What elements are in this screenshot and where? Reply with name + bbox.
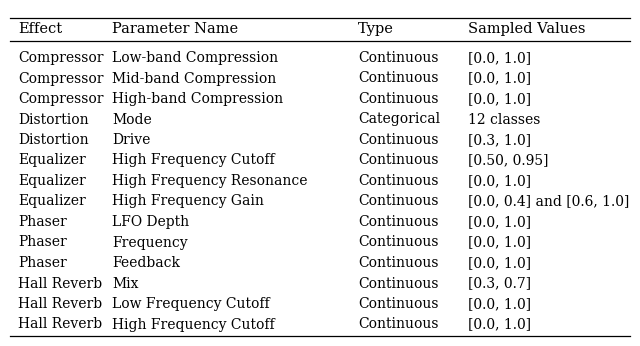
Text: Equalizer: Equalizer [18, 154, 86, 167]
Text: Sampled Values: Sampled Values [468, 22, 586, 36]
Text: Continuous: Continuous [358, 174, 438, 188]
Text: Low Frequency Cutoff: Low Frequency Cutoff [112, 297, 269, 311]
Text: Compressor: Compressor [18, 72, 104, 85]
Text: Mid-band Compression: Mid-band Compression [112, 72, 276, 85]
Text: LFO Depth: LFO Depth [112, 215, 189, 229]
Text: Continuous: Continuous [358, 51, 438, 65]
Text: Hall Reverb: Hall Reverb [18, 297, 102, 311]
Text: Phaser: Phaser [18, 256, 67, 270]
Text: Drive: Drive [112, 133, 150, 147]
Text: High Frequency Cutoff: High Frequency Cutoff [112, 154, 275, 167]
Text: Distortion: Distortion [18, 133, 88, 147]
Text: Mode: Mode [112, 112, 152, 127]
Text: Frequency: Frequency [112, 236, 188, 249]
Text: Equalizer: Equalizer [18, 194, 86, 209]
Text: Continuous: Continuous [358, 72, 438, 85]
Text: High Frequency Cutoff: High Frequency Cutoff [112, 318, 275, 331]
Text: [0.0, 1.0]: [0.0, 1.0] [468, 51, 531, 65]
Text: Continuous: Continuous [358, 215, 438, 229]
Text: Hall Reverb: Hall Reverb [18, 276, 102, 291]
Text: Continuous: Continuous [358, 256, 438, 270]
Text: Compressor: Compressor [18, 92, 104, 106]
Text: Hall Reverb: Hall Reverb [18, 318, 102, 331]
Text: High-band Compression: High-band Compression [112, 92, 283, 106]
Text: [0.0, 1.0]: [0.0, 1.0] [468, 256, 531, 270]
Text: [0.0, 1.0]: [0.0, 1.0] [468, 297, 531, 311]
Text: High Frequency Gain: High Frequency Gain [112, 194, 264, 209]
Text: [0.0, 1.0]: [0.0, 1.0] [468, 318, 531, 331]
Text: Continuous: Continuous [358, 276, 438, 291]
Text: Continuous: Continuous [358, 194, 438, 209]
Text: [0.0, 1.0]: [0.0, 1.0] [468, 174, 531, 188]
Text: Phaser: Phaser [18, 236, 67, 249]
Text: Mix: Mix [112, 276, 138, 291]
Text: Equalizer: Equalizer [18, 174, 86, 188]
Text: Categorical: Categorical [358, 112, 440, 127]
Text: Feedback: Feedback [112, 256, 180, 270]
Text: [0.3, 1.0]: [0.3, 1.0] [468, 133, 531, 147]
Text: High Frequency Resonance: High Frequency Resonance [112, 174, 307, 188]
Text: 12 classes: 12 classes [468, 112, 540, 127]
Text: [0.50, 0.95]: [0.50, 0.95] [468, 154, 548, 167]
Text: Type: Type [358, 22, 394, 36]
Text: Compressor: Compressor [18, 51, 104, 65]
Text: [0.0, 1.0]: [0.0, 1.0] [468, 215, 531, 229]
Text: [0.0, 1.0]: [0.0, 1.0] [468, 236, 531, 249]
Text: Low-band Compression: Low-band Compression [112, 51, 278, 65]
Text: Continuous: Continuous [358, 318, 438, 331]
Text: Distortion: Distortion [18, 112, 88, 127]
Text: Continuous: Continuous [358, 154, 438, 167]
Text: Continuous: Continuous [358, 236, 438, 249]
Text: [0.3, 0.7]: [0.3, 0.7] [468, 276, 531, 291]
Text: [0.0, 1.0]: [0.0, 1.0] [468, 92, 531, 106]
Text: Phaser: Phaser [18, 215, 67, 229]
Text: Effect: Effect [18, 22, 62, 36]
Text: Continuous: Continuous [358, 133, 438, 147]
Text: [0.0, 1.0]: [0.0, 1.0] [468, 72, 531, 85]
Text: Continuous: Continuous [358, 297, 438, 311]
Text: Parameter Name: Parameter Name [112, 22, 238, 36]
Text: Continuous: Continuous [358, 92, 438, 106]
Text: [0.0, 0.4] and [0.6, 1.0]: [0.0, 0.4] and [0.6, 1.0] [468, 194, 629, 209]
